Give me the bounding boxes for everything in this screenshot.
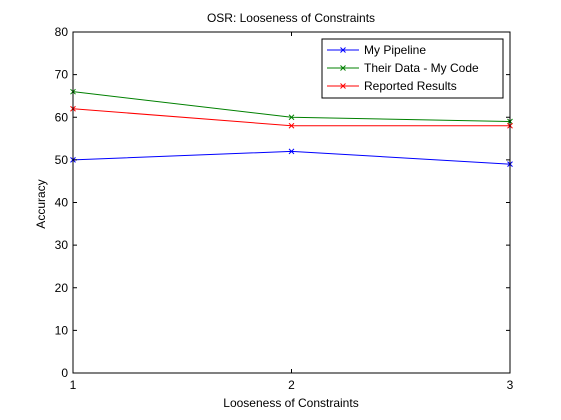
y-tick-label: 70 — [55, 68, 69, 82]
y-axis-label: Accuracy — [34, 179, 48, 228]
x-tick-label: 2 — [288, 378, 295, 392]
y-tick-label: 0 — [61, 366, 68, 380]
data-point-s2-p2 — [288, 114, 295, 121]
y-tick-label: 40 — [55, 196, 69, 210]
legend-label-1: My Pipeline — [364, 43, 426, 57]
y-tick-label: 30 — [55, 238, 69, 252]
data-point-s1-p2 — [288, 148, 295, 155]
data-point-s3-p2 — [288, 122, 295, 129]
chart-title: OSR: Looseness of Constraints — [207, 11, 375, 25]
x-tick-label: 3 — [507, 378, 514, 392]
y-tick-label: 10 — [55, 323, 69, 337]
legend-label-2: Their Data - My Code — [364, 61, 479, 75]
x-axis-label: Looseness of Constraints — [223, 396, 358, 410]
legend: My Pipeline Their Data - My Code Reported … — [321, 38, 504, 99]
y-tick-label: 50 — [55, 153, 69, 167]
y-tick-label: 60 — [55, 110, 69, 124]
y-tick-label: 20 — [55, 281, 69, 295]
axes-layer: 0 10 20 30 40 50 60 70 80 1 2 3 — [55, 25, 514, 392]
x-tick-label: 1 — [70, 378, 77, 392]
y-tick-label: 80 — [55, 25, 69, 39]
legend-marker-3 — [340, 83, 346, 89]
legend-marker-2 — [340, 65, 346, 71]
legend-label-3: Reported Results — [364, 79, 457, 93]
legend-marker-1 — [340, 47, 346, 53]
